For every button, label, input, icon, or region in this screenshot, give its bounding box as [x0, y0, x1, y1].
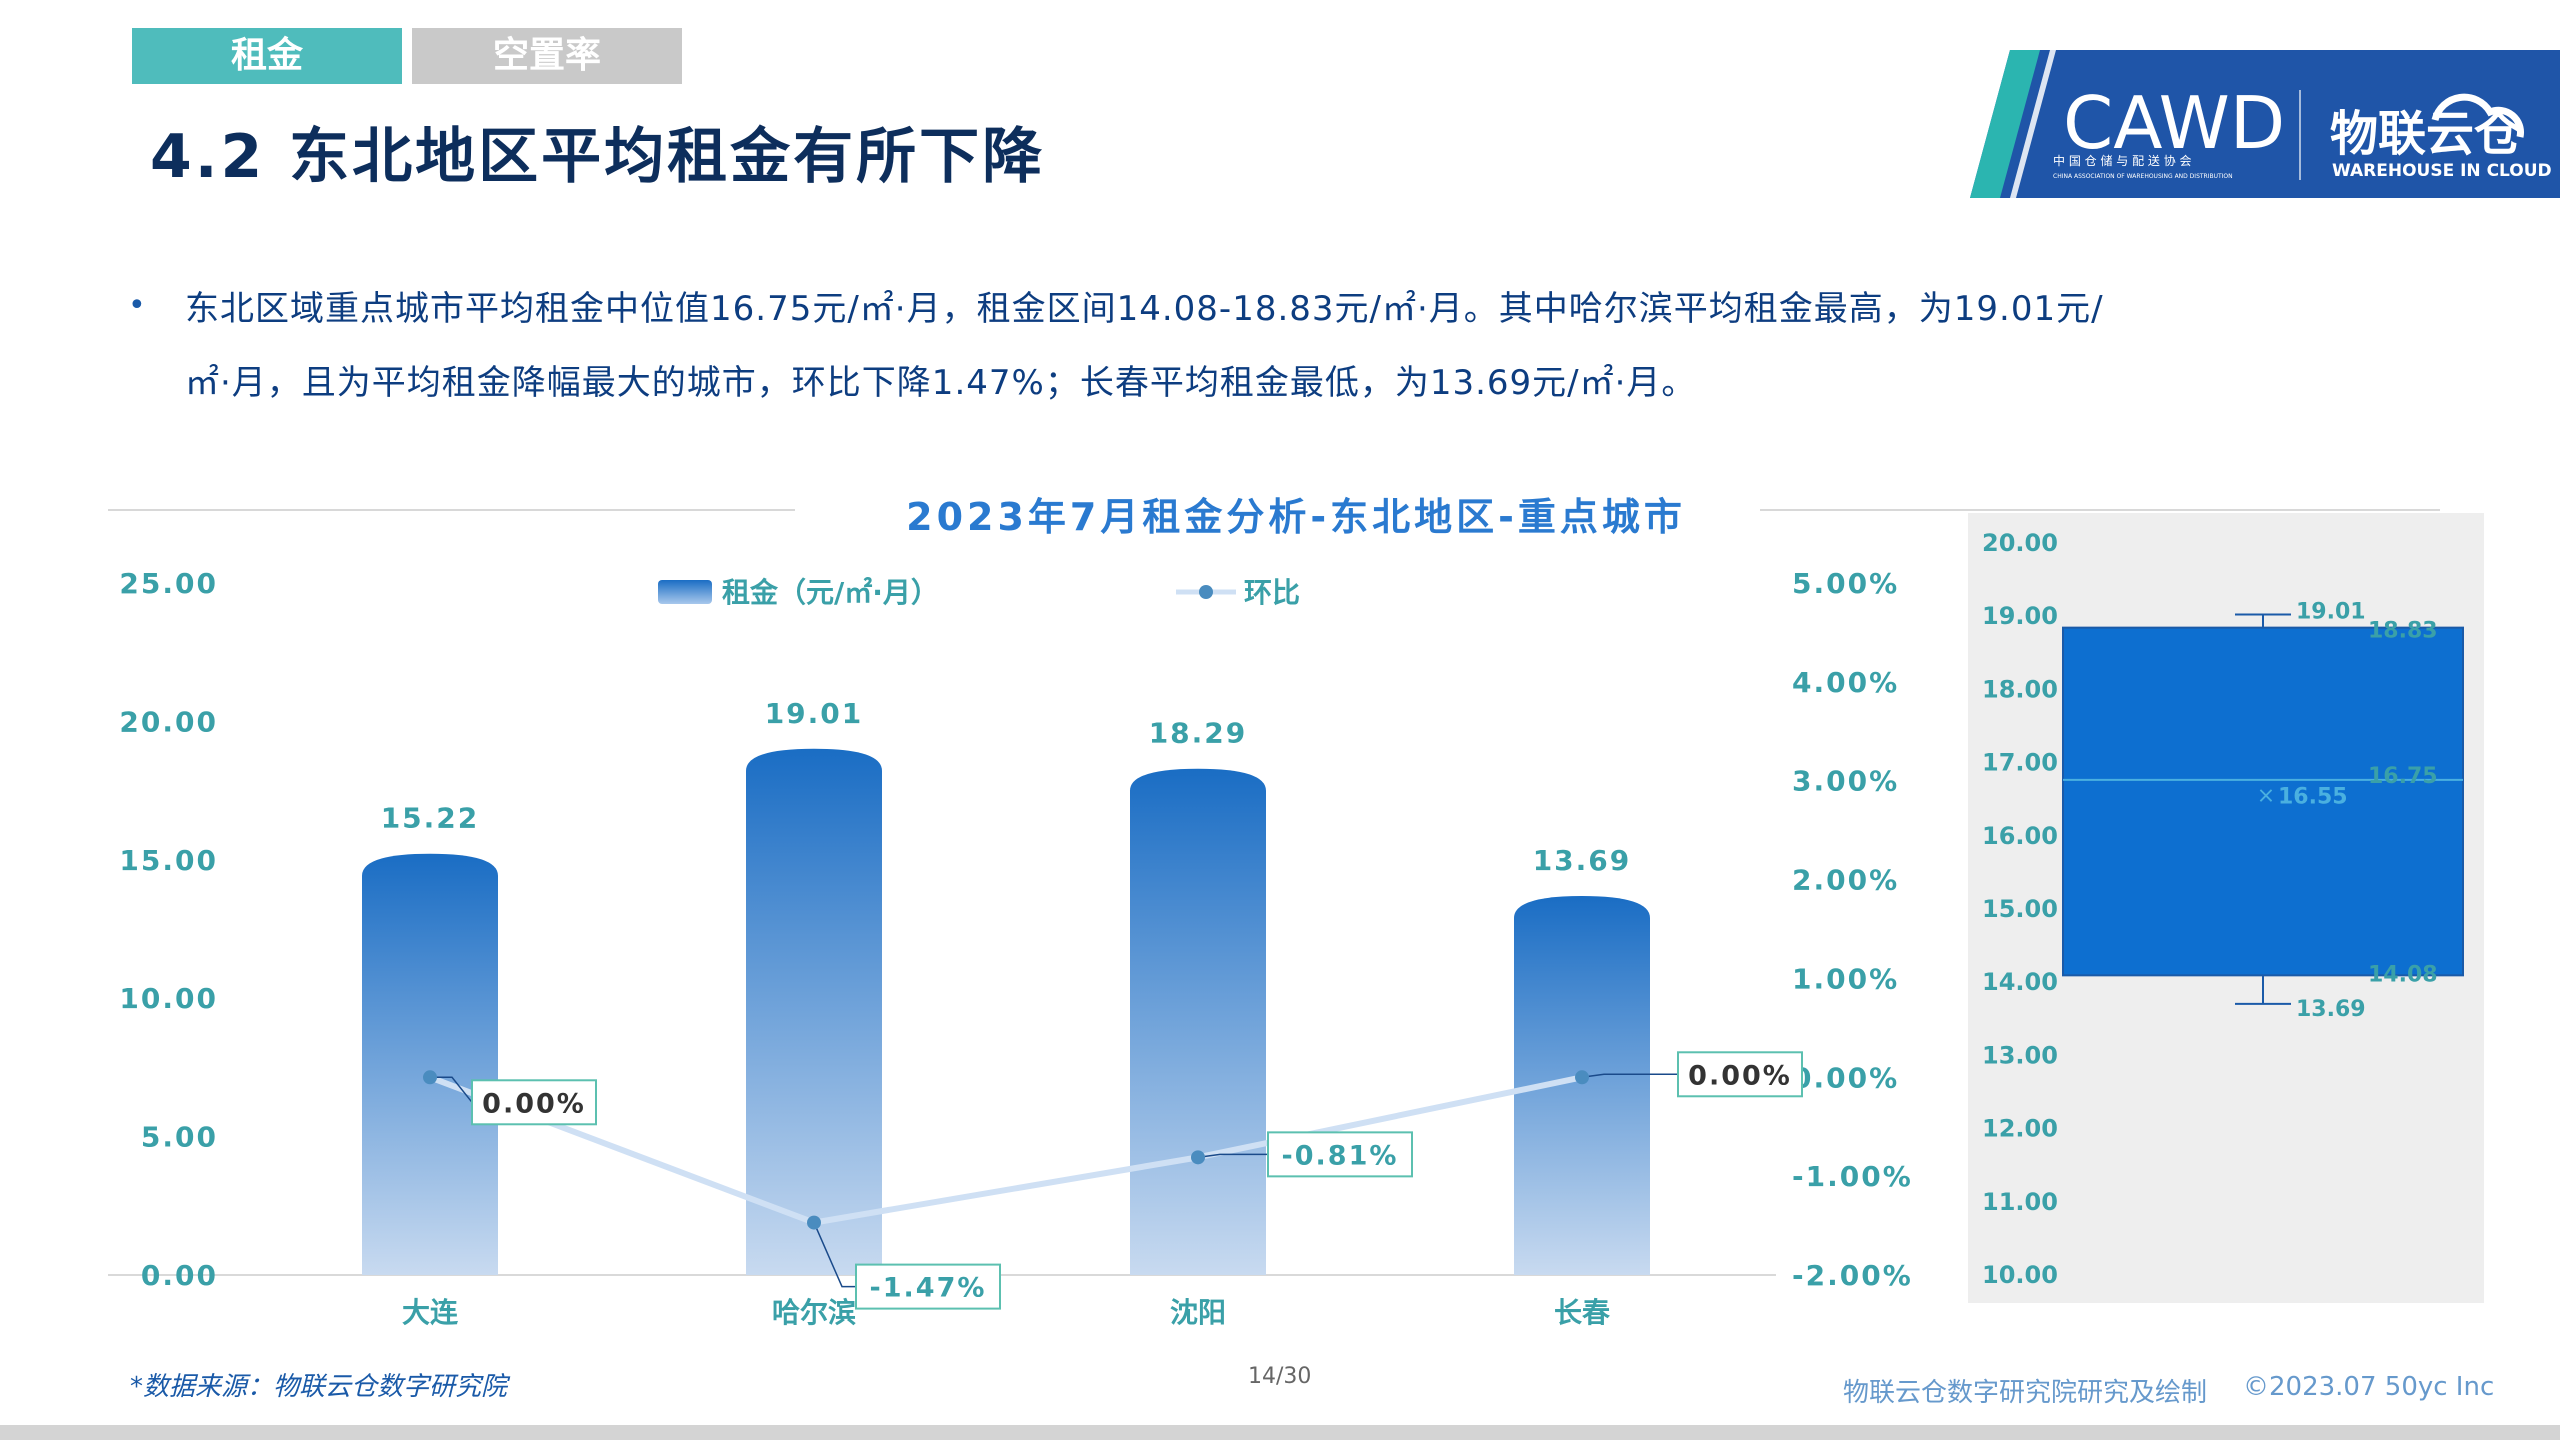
- box-max-label: 19.01: [2296, 599, 2366, 624]
- mom-value-label: -1.47%: [870, 1273, 987, 1304]
- legend-mom-label: 环比: [1244, 576, 1300, 609]
- logo-brand-en: WAREHOUSE IN CLOUD: [2332, 161, 2552, 181]
- mom-point: [807, 1215, 821, 1230]
- box-y-tick-label: 17.00: [1982, 749, 2058, 777]
- bottom-bar: [0, 1425, 2560, 1440]
- box-min-label: 13.69: [2296, 997, 2366, 1022]
- box-y-tick-label: 13.00: [1982, 1041, 2058, 1069]
- bar-value-label: 18.29: [1149, 717, 1248, 750]
- bar-长春: [1514, 896, 1650, 1275]
- y-left-tick-label: 20.00: [119, 705, 218, 738]
- y-right-tick-label: -2.00%: [1792, 1259, 1913, 1292]
- box-mean-marker: ×: [2257, 784, 2275, 809]
- mom-line: [428, 1074, 1583, 1226]
- y-left-tick-label: 5.00: [141, 1121, 218, 1154]
- mom-value-label: 0.00%: [1688, 1060, 1792, 1091]
- summary-paragraph: 东北区域重点城市平均租金中位值16.75元/㎡·月，租金区间14.08-18.8…: [185, 272, 2425, 420]
- cawd-logo: CAWD 中 国 仓 储 与 配 送 协 会 CHINA ASSOCIATION…: [1970, 50, 2560, 198]
- mom-label-leader: [430, 1076, 473, 1103]
- mom-label-leader: [1581, 1073, 1678, 1079]
- mom-point: [1191, 1150, 1205, 1165]
- y-right-tick-label: 0.00%: [1792, 1061, 1899, 1094]
- tab-rent[interactable]: 租金: [132, 28, 402, 84]
- box-y-tick-label: 15.00: [1982, 895, 2058, 923]
- mom-point: [1575, 1070, 1589, 1085]
- box-q3-label: 18.83: [2368, 619, 2438, 644]
- bar-大连: [362, 853, 498, 1275]
- legend-rent-swatch: [658, 580, 712, 604]
- logo-cawd-sub1: 中 国 仓 储 与 配 送 协 会: [2053, 153, 2192, 168]
- page-number: 14/30: [1248, 1364, 1312, 1389]
- bullet-dot: •: [128, 288, 146, 323]
- logo-brand: 物联云仓: [2330, 106, 2523, 162]
- logo-cawd-sub2: CHINA ASSOCIATION OF WAREHOUSING AND DIS…: [2053, 173, 2233, 180]
- data-source: *数据来源：物联云仓数字研究院: [130, 1372, 508, 1402]
- page-title: 4.2 东北地区平均租金有所下降: [150, 122, 1046, 192]
- y-left-tick-label: 10.00: [119, 982, 218, 1015]
- bar-value-label: 19.01: [765, 697, 864, 730]
- summary-line-2: ㎡·月，且为平均租金降幅最大的城市，环比下降1.47%；长春平均租金最低，为13…: [185, 363, 1697, 403]
- bar-value-label: 13.69: [1533, 844, 1632, 877]
- cloud-icon: [2431, 93, 2524, 138]
- bar-沈阳: [1130, 768, 1266, 1275]
- mom-label-box: [855, 1263, 1001, 1310]
- bar-value-label: 15.22: [381, 802, 480, 835]
- mom-label-box: [1677, 1051, 1803, 1098]
- box-y-tick-label: 20.00: [1982, 529, 2058, 557]
- box-y-tick-label: 12.00: [1982, 1115, 2058, 1143]
- mom-value-label: 0.00%: [482, 1088, 586, 1119]
- mom-label-box: [1267, 1131, 1413, 1178]
- box-y-tick-label: 14.00: [1982, 968, 2058, 996]
- box-q1-label: 14.08: [2368, 962, 2438, 987]
- legend-rent-label: 租金（元/㎡·月）: [722, 576, 939, 609]
- summary-line-1: 东北区域重点城市平均租金中位值16.75元/㎡·月，租金区间14.08-18.8…: [185, 289, 2104, 329]
- y-right-tick-label: 2.00%: [1792, 864, 1899, 897]
- copyright-text: ©2023.07 50yc Inc: [2243, 1372, 2495, 1402]
- box-iqr: [2062, 626, 2464, 977]
- chart-title: 2023年7月租金分析-东北地区-重点城市: [906, 495, 1686, 539]
- box-y-tick-label: 16.00: [1982, 822, 2058, 850]
- mom-label-box: [471, 1079, 597, 1126]
- tab-vacancy-rate[interactable]: 空置率: [412, 28, 682, 84]
- y-left-tick-label: 15.00: [119, 844, 218, 877]
- y-left-tick-label: 25.00: [119, 567, 218, 600]
- mom-label-leader: [1197, 1153, 1268, 1159]
- y-right-tick-label: 1.00%: [1792, 962, 1899, 995]
- x-category-label: 长春: [1554, 1296, 1610, 1329]
- x-category-label: 哈尔滨: [772, 1296, 856, 1329]
- box-y-tick-label: 10.00: [1982, 1261, 2058, 1289]
- logo-cawd-text: CAWD: [2063, 81, 2285, 165]
- y-left-tick-label: 0.00: [141, 1259, 218, 1292]
- y-right-tick-label: -1.00%: [1792, 1160, 1913, 1193]
- box-y-tick-label: 18.00: [1982, 675, 2058, 703]
- mom-label-leader: [813, 1222, 856, 1288]
- x-category-label: 沈阳: [1170, 1296, 1226, 1329]
- box-median-label: 16.75: [2368, 764, 2438, 789]
- mom-value-label: -0.81%: [1282, 1140, 1399, 1171]
- y-right-tick-label: 4.00%: [1792, 666, 1899, 699]
- box-mean-label: 16.55: [2278, 785, 2348, 810]
- mom-point: [423, 1070, 437, 1085]
- box-y-tick-label: 11.00: [1982, 1188, 2058, 1216]
- x-category-label: 大连: [402, 1296, 459, 1329]
- bar-哈尔滨: [746, 748, 882, 1275]
- y-right-tick-label: 5.00%: [1792, 567, 1899, 600]
- legend-mom-point: [1199, 585, 1213, 599]
- y-right-tick-label: 3.00%: [1792, 765, 1899, 798]
- credit-text: 物联云仓数字研究院研究及绘制: [1843, 1378, 2208, 1408]
- box-y-tick-label: 19.00: [1982, 602, 2058, 630]
